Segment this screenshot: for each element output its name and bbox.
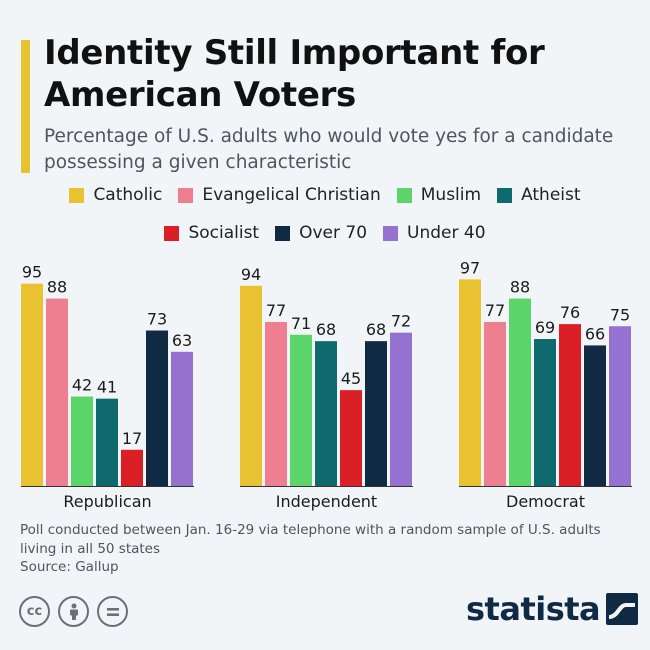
legend-label: Under 40 [407,223,486,243]
bar-value-label: 88 [510,278,530,297]
legend-swatch [178,187,194,203]
legend-swatch [275,225,291,241]
bar [390,332,412,486]
legend-item: Socialist [164,222,259,244]
bar-value-label: 63 [172,331,192,350]
bar [365,341,387,486]
bar-value-label: 72 [391,312,411,331]
bar [96,398,118,486]
legend: Catholic Evangelical Christian Muslim Athei… [0,184,650,244]
bar-value-label: 41 [97,378,117,397]
bar-value-label: 42 [72,376,92,395]
source-line: Source: Gallup [20,559,119,575]
chart-subtitle: Percentage of U.S. adults who would vote… [44,126,614,173]
bar-chart: 95 88 42 41 17 73 63 Republican 94 77 71 68 45 68 72 In… [21,258,632,511]
legend-item: Atheist [497,184,581,206]
bar-value-label: 95 [22,263,42,282]
legend-label: Evangelical Christian [202,185,381,205]
bar-value-label: 76 [560,303,580,322]
bar-value-label: 68 [366,320,386,339]
bar-value-label: 88 [47,278,67,297]
bar-value-label: 69 [535,318,555,337]
bar [146,330,168,486]
legend-label: Catholic [93,185,163,205]
no-derivatives-icon[interactable] [97,596,128,627]
bar-value-label: 75 [610,305,630,324]
category-group: 95 88 42 41 17 73 63 Republican [21,263,194,511]
methodology-note: Poll conducted between Jan. 16-29 via te… [20,522,601,557]
legend-swatch [396,187,412,203]
bar [121,449,143,486]
bar-value-label: 94 [241,265,261,284]
title-accent-bar [21,40,30,173]
category-label: Democrat [506,492,585,511]
bar [509,298,531,486]
bar [484,321,506,486]
legend-swatch [383,225,399,241]
bar [609,326,631,486]
statista-logo[interactable]: statista [466,590,639,628]
category-group: 94 77 71 68 45 68 72 Independent [240,265,413,511]
bar-value-label: 77 [485,301,505,320]
bar [71,396,93,486]
legend-swatch [164,225,180,241]
bar [534,339,556,486]
legend-swatch [69,187,85,203]
source-note: Poll conducted between Jan. 16-29 via te… [20,521,620,577]
legend-label: Socialist [188,223,260,243]
legend-item: Over 70 [275,222,367,244]
bar [559,324,581,486]
category-label: Independent [276,492,377,511]
bar-value-label: 73 [147,310,167,329]
creative-commons-icon[interactable]: cc [19,596,50,627]
bar [340,390,362,486]
bar-value-label: 97 [460,258,480,277]
category-label: Republican [63,492,151,511]
bar [265,321,287,486]
bar-value-label: 45 [341,369,361,388]
legend-label: Muslim [420,185,482,205]
bar-value-label: 71 [291,314,311,333]
legend-label: Over 70 [299,223,368,243]
bar [290,334,312,486]
bar-value-label: 66 [585,324,605,343]
chart-title: Identity Still Important for American Vo… [44,33,545,115]
bar [315,341,337,486]
bar-value-label: 77 [266,301,286,320]
bar-value-label: 68 [316,320,336,339]
legend-label: Atheist [521,185,581,205]
legend-item: Evangelical Christian [178,184,381,206]
bar-value-label: 17 [122,429,142,448]
attribution-icon[interactable] [58,596,89,627]
legend-item: Catholic [69,184,162,206]
legend-item: Under 40 [383,222,486,244]
brand-name: statista [466,590,601,628]
bar [459,279,481,486]
bar [171,351,193,486]
bar [46,298,68,486]
statista-mark-icon [606,593,639,625]
bar [584,345,606,486]
legend-item: Muslim [396,184,482,206]
category-group: 97 77 88 69 76 66 75 Democrat [459,258,632,511]
bar [240,285,262,486]
legend-swatch [497,187,513,203]
bar [21,283,43,486]
